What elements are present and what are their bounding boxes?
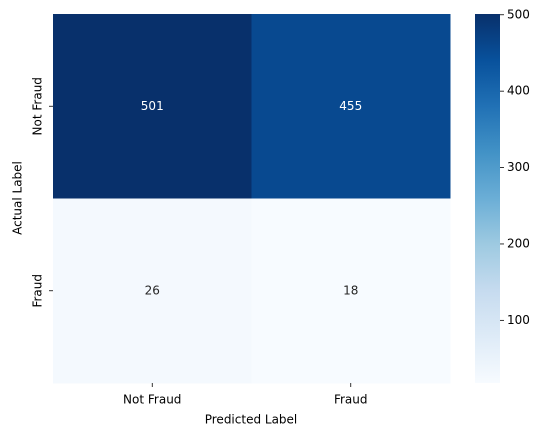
colorbar-tick-label: 300 — [507, 160, 530, 174]
cell-label: 455 — [339, 99, 362, 113]
heatmap-cell — [251, 14, 451, 199]
heatmap-cell — [251, 198, 451, 384]
y-tick-label: Not Fraud — [31, 77, 45, 135]
x-axis-label: Predicted Label — [205, 413, 298, 427]
heatmap-cell — [53, 14, 252, 199]
colorbar-tick-label: 500 — [507, 7, 530, 21]
x-tick-label: Not Fraud — [123, 393, 181, 407]
heatmap-cell — [53, 198, 252, 384]
x-tick-label: Fraud — [334, 393, 368, 407]
cell-label: 26 — [145, 283, 160, 297]
colorbar-tick-label: 200 — [507, 236, 530, 250]
y-tick-label: Fraud — [31, 274, 45, 308]
colorbar — [475, 14, 500, 383]
cell-label: 18 — [343, 283, 358, 297]
y-axis-label: Actual Label — [11, 161, 25, 235]
colorbar-tick-label: 100 — [507, 313, 530, 327]
colorbar-tick-label: 400 — [507, 84, 530, 98]
cell-label: 501 — [141, 99, 164, 113]
